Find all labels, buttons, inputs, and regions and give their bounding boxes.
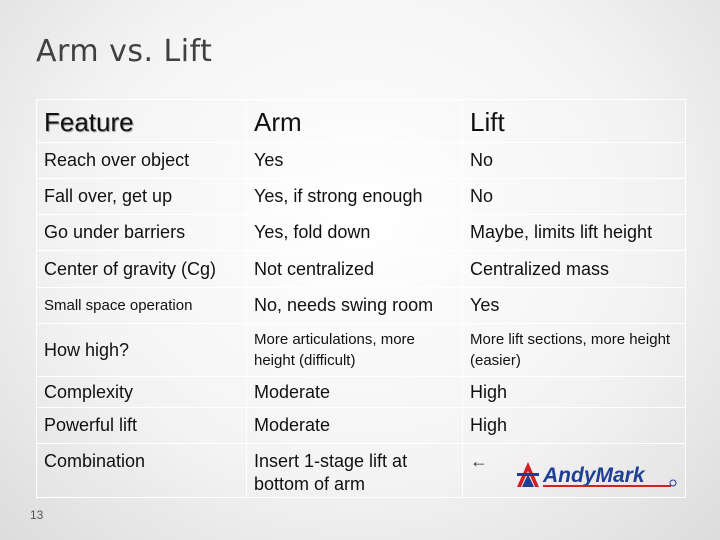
arm-cell: Yes: [246, 142, 463, 179]
table-row: Powerful lift Moderate High: [36, 407, 686, 444]
left-arrow-icon: ←: [470, 451, 488, 471]
table-row: Small space operation No, needs swing ro…: [36, 287, 686, 324]
lift-cell: High: [462, 376, 686, 408]
feature-cell: Fall over, get up: [36, 178, 247, 215]
header-lift: Lift: [462, 99, 686, 143]
table-row: Fall over, get up Yes, if strong enough …: [36, 178, 686, 215]
feature-cell: Go under barriers: [36, 214, 247, 251]
feature-cell: Center of gravity (Cg): [36, 250, 247, 288]
lift-cell: Yes: [462, 287, 686, 324]
slide-title: Arm vs. Lift: [36, 34, 213, 69]
header-feature: Feature: [36, 99, 247, 143]
arm-cell: No, needs swing room: [246, 287, 463, 324]
header-arm: Arm: [246, 99, 463, 143]
table-row: How high? More articulations, more heigh…: [36, 323, 686, 377]
arm-cell: Moderate: [246, 376, 463, 408]
arm-cell: Not centralized: [246, 250, 463, 288]
lift-cell: ←: [462, 443, 686, 498]
lift-cell: No: [462, 142, 686, 179]
lift-cell: Centralized mass: [462, 250, 686, 288]
table-row: Go under barriers Yes, fold down Maybe, …: [36, 214, 686, 251]
feature-cell: Small space operation: [36, 287, 247, 324]
comparison-table: Feature Arm Lift Reach over object Yes N…: [36, 99, 686, 498]
feature-cell: Complexity: [36, 376, 247, 408]
table-row: Center of gravity (Cg) Not centralized C…: [36, 250, 686, 288]
arm-cell: Insert 1-stage lift at bottom of arm: [246, 443, 463, 498]
feature-cell: Reach over object: [36, 142, 247, 179]
arm-cell: Yes, fold down: [246, 214, 463, 251]
logo-text: AndyMark: [542, 464, 646, 487]
lift-cell: High: [462, 407, 686, 444]
slide-number: 13: [30, 508, 44, 522]
table-row: Combination Insert 1-stage lift at botto…: [36, 443, 686, 498]
andymark-mark-icon: [517, 462, 539, 487]
feature-cell: Powerful lift: [36, 407, 247, 444]
table-header-row: Feature Arm Lift: [36, 99, 686, 143]
feature-cell: Combination: [36, 443, 247, 498]
arm-cell: More articulations, more height (difficu…: [246, 323, 463, 377]
table-row: Reach over object Yes No: [36, 142, 686, 179]
lift-cell: More lift sections, more height (easier): [462, 323, 686, 377]
lift-cell: Maybe, limits lift height: [462, 214, 686, 251]
arm-cell: Moderate: [246, 407, 463, 444]
lift-cell: No: [462, 178, 686, 215]
andymark-logo: AndyMark: [517, 462, 677, 487]
table-row: Complexity Moderate High: [36, 376, 686, 408]
arm-cell: Yes, if strong enough: [246, 178, 463, 215]
feature-cell: How high?: [36, 323, 247, 377]
